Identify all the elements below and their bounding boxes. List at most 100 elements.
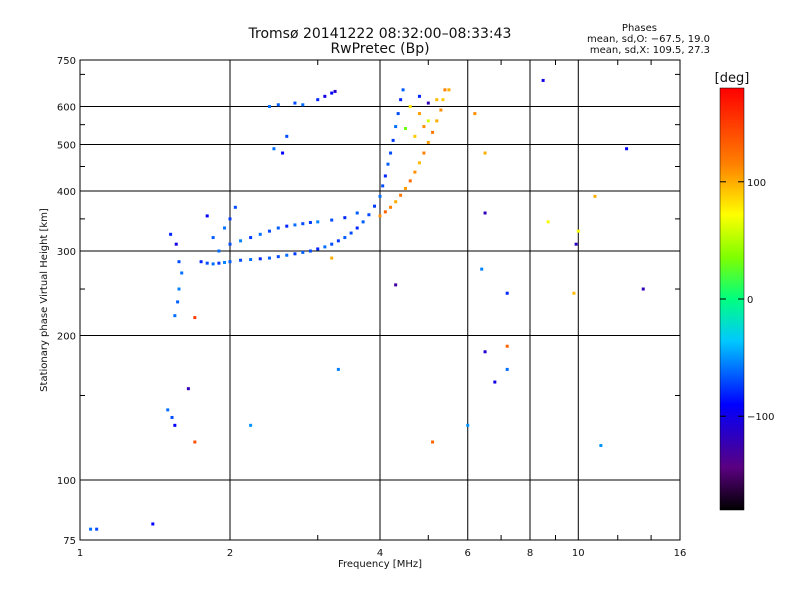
data-point [443,88,447,92]
data-point [233,205,237,209]
data-point [422,125,426,129]
data-point [422,151,426,155]
x-tick-label: 8 [527,548,533,559]
data-point [170,415,174,419]
data-point [239,258,243,262]
data-point [330,242,334,246]
data-point [435,119,439,123]
chart-title: Tromsø 20141222 08:32:00–08:33:43 [248,26,512,42]
data-point [431,440,435,444]
data-point [193,440,197,444]
x-tick-label: 16 [674,548,687,559]
data-point [466,423,470,427]
data-point [431,130,435,134]
data-point [333,89,337,93]
y-axis-label: Stationary phase Virtual Height [km] [39,208,50,392]
data-point [394,200,398,204]
data-point [389,205,393,209]
data-point [394,125,398,129]
data-point [399,193,403,197]
data-point [383,210,387,214]
data-point [285,224,289,228]
data-point [336,367,340,371]
data-point [316,247,320,251]
data-point [389,151,393,155]
data-point [301,222,305,226]
data-point [293,223,297,227]
data-point [343,216,347,220]
data-point [483,211,487,215]
data-point [373,204,377,208]
data-point [301,103,305,107]
data-point [228,217,232,221]
data-point [546,220,550,224]
data-point [228,242,232,246]
phase-stats-x: mean, sd,X: 109.5, 27.3 [589,45,710,56]
data-point [330,91,334,95]
y-tick-label: 300 [57,247,76,258]
data-point [408,179,412,183]
y-tick-label: 400 [57,187,76,198]
data-point [258,232,262,236]
data-point [480,267,484,271]
data-point [417,112,421,116]
data-point [336,239,340,243]
data-point [199,260,203,264]
y-tick-label: 100 [57,476,76,487]
data-point [316,220,320,224]
data-point [217,261,221,265]
data-point [396,112,400,116]
data-point [399,98,403,102]
data-point [249,236,253,240]
x-tick-label: 2 [227,548,233,559]
data-point [205,214,209,218]
data-point [169,232,173,236]
phase-stats-o: mean, sd,O: −67.5, 19.0 [587,34,710,45]
data-point [223,260,227,264]
data-point [330,256,334,260]
data-point [378,214,382,218]
data-point [355,226,359,230]
data-point [381,184,385,188]
y-tick-label: 500 [57,141,76,152]
y-tick-label: 750 [57,56,76,67]
data-point [483,350,487,354]
colorbar-tick-label: −100 [747,412,774,423]
data-point [193,316,197,320]
data-point [435,98,439,102]
data-point [641,287,645,291]
data-point [249,258,253,262]
data-point [211,236,215,240]
data-point [281,151,285,155]
x-tick-label: 6 [465,548,471,559]
data-point [276,103,280,107]
data-point [176,300,180,304]
data-point [441,98,445,102]
colorbar-tick-label: 100 [747,178,766,189]
plot-frame [79,59,681,541]
x-axis-ticks: 1 2 4 6 8 10 16 [77,60,687,559]
x-tick-label: 10 [572,548,585,559]
data-point [355,211,359,215]
data-point [408,105,412,109]
data-point [386,162,390,166]
data-point [180,271,184,275]
data-point [599,444,603,448]
data-point [403,186,407,190]
data-point [426,140,430,144]
data-point [391,138,395,142]
data-point [426,101,430,105]
data-point [89,527,93,531]
data-point [174,242,178,246]
data-point [323,245,327,249]
data-point [308,249,312,253]
x-axis-label: Frequency [MHz] [338,559,422,570]
y-tick-label: 75 [63,536,76,547]
data-point [173,423,177,427]
phase-stats-header: Phases [621,23,657,34]
data-point [505,291,509,295]
data-point [276,226,280,230]
data-point [403,126,407,130]
data-point [574,242,578,246]
